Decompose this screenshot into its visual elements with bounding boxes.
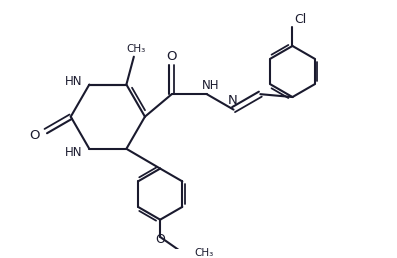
Text: O: O — [29, 129, 40, 142]
Text: HN: HN — [64, 146, 82, 159]
Text: HN: HN — [64, 75, 82, 88]
Text: O: O — [166, 50, 177, 63]
Text: CH₃: CH₃ — [126, 44, 146, 54]
Text: Cl: Cl — [295, 13, 307, 27]
Text: O: O — [155, 232, 165, 246]
Text: CH₃: CH₃ — [194, 248, 213, 258]
Text: N: N — [228, 94, 238, 107]
Text: NH: NH — [202, 79, 220, 92]
